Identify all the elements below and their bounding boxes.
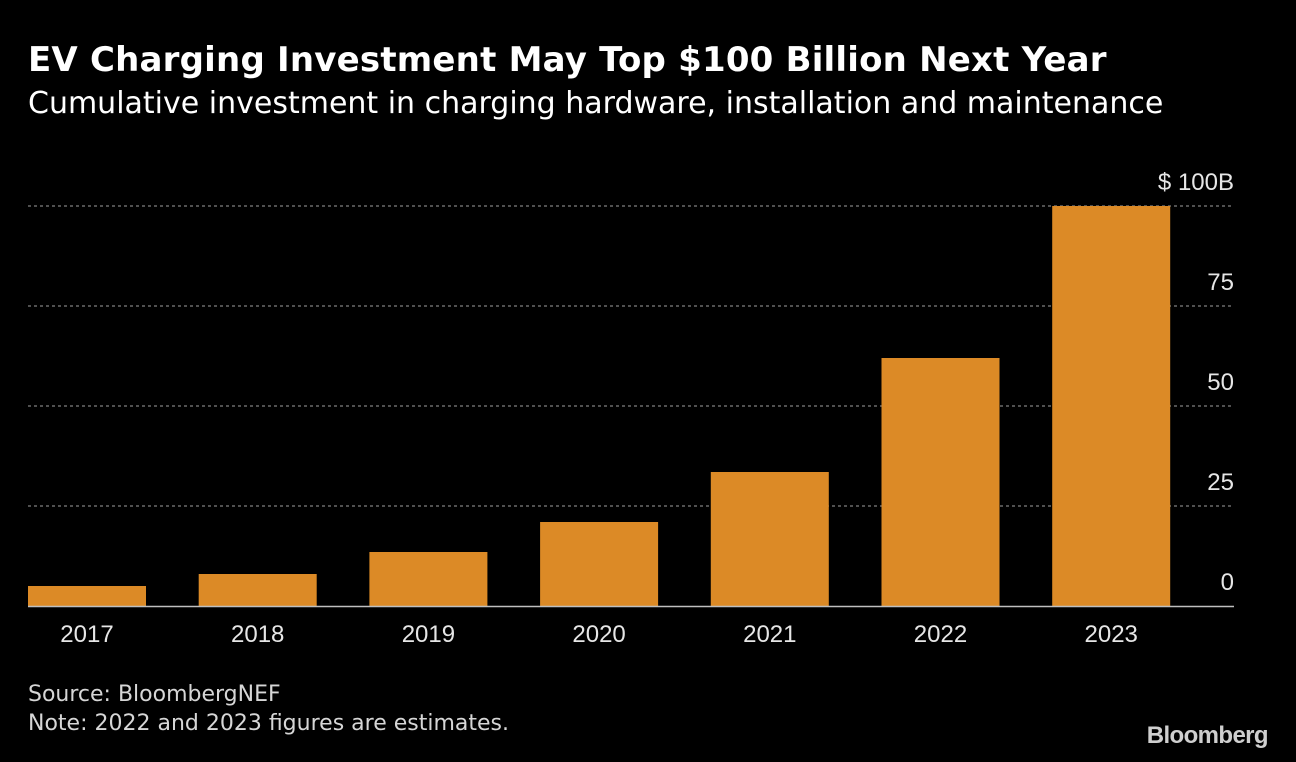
x-tick-label: 2017: [60, 621, 113, 648]
y-tick-label: 50: [1207, 369, 1234, 396]
gridlines: [28, 205, 1234, 507]
y-tick-label: $ 100B: [1158, 169, 1234, 196]
bar-2023: [1052, 206, 1171, 606]
x-tick-label: 2021: [743, 621, 796, 648]
x-tick-label: 2019: [402, 621, 455, 648]
bar-2021: [710, 472, 829, 606]
chart-subtitle: Cumulative investment in charging hardwa…: [28, 86, 1164, 121]
y-tick-labels: 0 25 50 75 $ 100B: [1158, 169, 1234, 596]
x-tick-label: 2023: [1085, 621, 1138, 648]
estimate-note: Note: 2022 and 2023 figures are estimate…: [28, 711, 509, 736]
bar-2022: [881, 358, 1000, 606]
source-note: Source: BloombergNEF: [28, 682, 281, 707]
bar-2017: [28, 586, 146, 606]
chart-title: EV Charging Investment May Top $100 Bill…: [28, 40, 1107, 80]
x-tick-label: 2018: [231, 621, 284, 648]
bloomberg-logo: Bloomberg: [1146, 722, 1269, 749]
x-tick-label: 2022: [914, 621, 967, 648]
bars: [28, 206, 1171, 606]
x-tick-label: 2020: [572, 621, 625, 648]
bar-2018: [198, 574, 317, 606]
y-tick-label: 75: [1207, 269, 1234, 296]
bar-2020: [540, 522, 659, 606]
y-tick-label: 25: [1207, 469, 1234, 496]
bar-2019: [369, 552, 488, 606]
x-tick-labels: 2017 2018 2019 2020 2021 2022 2023: [60, 621, 1138, 648]
y-tick-label: 0: [1221, 569, 1234, 596]
